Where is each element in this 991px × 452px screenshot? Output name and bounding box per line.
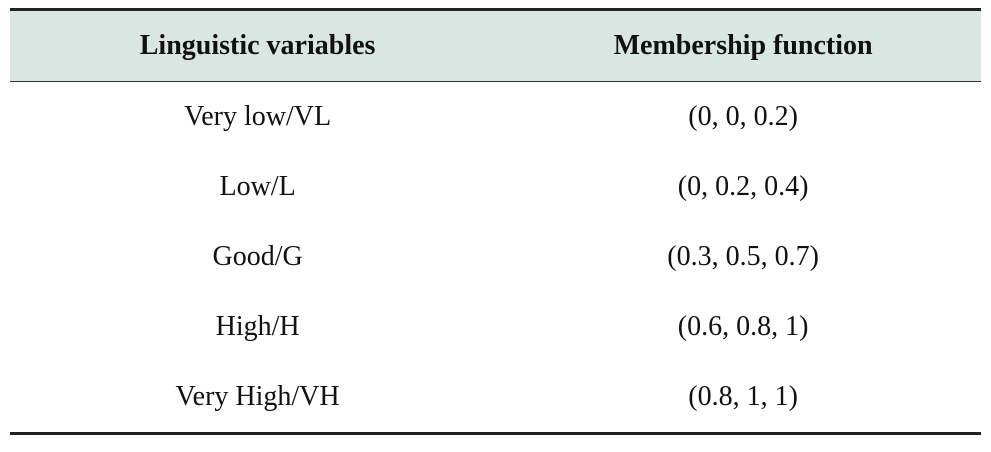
membership-function-cell: (0.6, 0.8, 1) bbox=[677, 311, 809, 342]
linguistic-variable-cell: Low/L bbox=[219, 171, 296, 202]
linguistic-variable-cell: Good/G bbox=[212, 241, 303, 272]
table-row: Very low/VL (0, 0, 0.2) bbox=[10, 82, 981, 153]
header-linguistic-variables: Linguistic variables bbox=[10, 9, 506, 82]
membership-table-container: Linguistic variables Membership function… bbox=[10, 8, 981, 435]
linguistic-variable-cell: High/H bbox=[215, 311, 300, 342]
table-row: Very High/VH (0.8, 1, 1) bbox=[10, 362, 981, 435]
linguistic-variable-cell: Very High/VH bbox=[10, 362, 506, 435]
table-body: Very low/VL (0, 0, 0.2) Low/L (0, 0.2, 0… bbox=[10, 82, 981, 435]
table-row: Low/L (0, 0.2, 0.4) bbox=[10, 152, 981, 222]
membership-function-cell: (0.8, 1, 1) bbox=[505, 362, 981, 435]
membership-function-cell: (0, 0.2, 0.4) bbox=[677, 171, 809, 202]
membership-table: Linguistic variables Membership function… bbox=[10, 8, 981, 435]
header-membership-function: Membership function bbox=[505, 9, 981, 82]
header-row: Linguistic variables Membership function bbox=[10, 9, 981, 82]
membership-function-cell: (0, 0, 0.2) bbox=[688, 101, 798, 132]
membership-function-cell: (0.3, 0.5, 0.7) bbox=[667, 241, 819, 272]
table-row: Good/G (0.3, 0.5, 0.7) bbox=[10, 222, 981, 292]
table-header: Linguistic variables Membership function bbox=[10, 9, 981, 82]
table-row: High/H (0.6, 0.8, 1) bbox=[10, 292, 981, 362]
linguistic-variable-cell: Very low/VL bbox=[184, 101, 332, 132]
